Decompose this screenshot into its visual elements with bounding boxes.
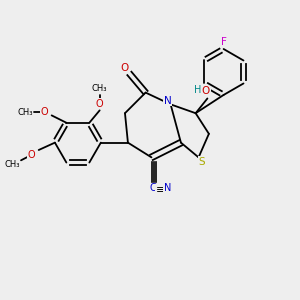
Text: H: H [194, 85, 201, 94]
Text: O: O [96, 99, 104, 109]
Text: C: C [150, 183, 156, 193]
Text: O: O [28, 150, 35, 160]
Text: S: S [199, 157, 206, 167]
Text: CH₃: CH₃ [4, 160, 20, 169]
Text: F: F [221, 37, 226, 46]
Text: N: N [164, 96, 172, 106]
Text: O: O [40, 107, 48, 117]
Text: CH₃: CH₃ [17, 108, 33, 117]
Text: O: O [202, 86, 210, 96]
Text: ≡: ≡ [156, 185, 165, 195]
Text: N: N [164, 183, 171, 193]
Text: O: O [121, 63, 129, 73]
Text: CH₃: CH₃ [92, 84, 107, 93]
